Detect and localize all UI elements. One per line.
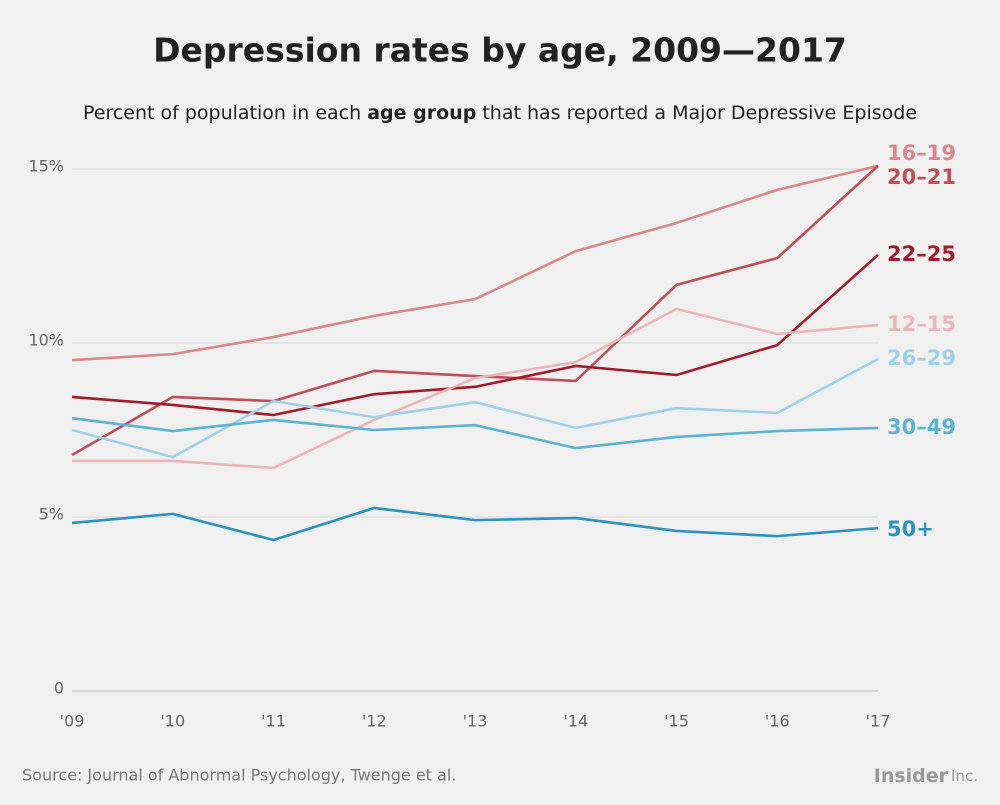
x-tick-label: '14 [563, 712, 588, 731]
y-tick-label: 10% [28, 331, 64, 350]
series-line [71, 416, 879, 450]
series-label: 16–19 [887, 141, 956, 165]
series-label: 20–21 [887, 165, 956, 189]
y-tick-label: 15% [28, 157, 64, 176]
y-tick-label: 5% [39, 505, 64, 524]
series-label: 22–25 [887, 242, 956, 266]
x-tick-label: '12 [362, 712, 387, 731]
chart-title: Depression rates by age, 2009—2017 [153, 31, 847, 70]
subtitle-part: Percent of population in each [83, 102, 367, 124]
series-label: 26–29 [887, 346, 956, 370]
series-line [71, 253, 879, 417]
series-line [71, 164, 879, 457]
chart-subtitle: Percent of population in each age group … [83, 102, 917, 124]
series-label: 50+ [887, 517, 934, 541]
source: Source: Journal of Abnormal Psychology, … [22, 766, 456, 785]
series-line [71, 357, 879, 459]
x-tick-label: '11 [261, 712, 286, 731]
subtitle-part: that has reported a Major Depressive Epi… [476, 102, 917, 124]
logo-part: Insider [874, 765, 949, 787]
logo-part: Inc. [951, 767, 978, 785]
series-line [71, 164, 879, 362]
y-tick-label: 0 [54, 679, 64, 698]
series-label: 30–49 [887, 415, 956, 439]
x-tick-label: '16 [765, 712, 790, 731]
x-tick-label: '09 [60, 712, 85, 731]
x-tick-label: '13 [463, 712, 488, 731]
series-line [71, 506, 879, 542]
x-tick-label: '15 [664, 712, 689, 731]
x-tick-label: '10 [160, 712, 185, 731]
logo: Insider Inc. [874, 765, 978, 787]
subtitle-part: age group [367, 102, 476, 124]
series-line [72, 307, 879, 470]
series-label: 12–15 [887, 312, 956, 336]
x-tick-label: '17 [866, 712, 891, 731]
